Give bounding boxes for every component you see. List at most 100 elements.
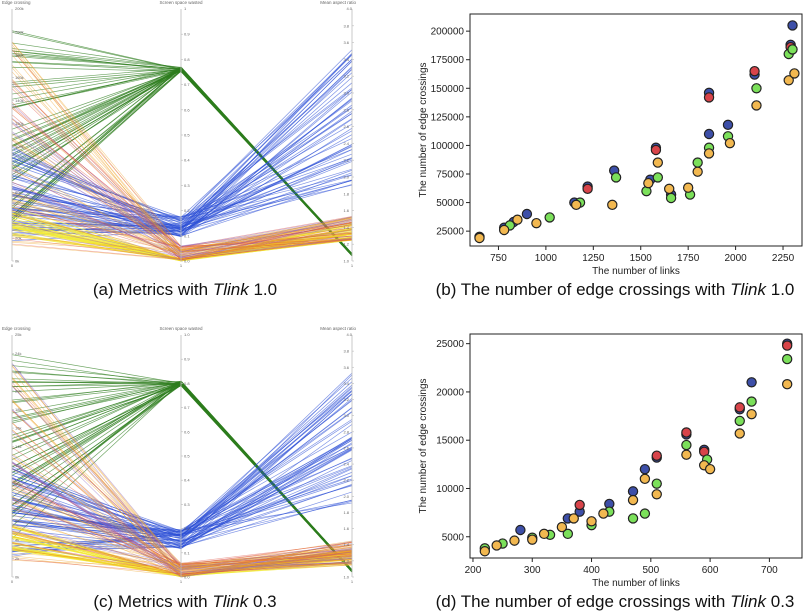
axis-tick-label: 0.5 xyxy=(184,133,190,138)
axis-tick-label: 3.0 xyxy=(343,91,349,96)
axis-tick-label: 0.7 xyxy=(184,405,190,410)
data-point xyxy=(571,199,582,211)
axis-tick-label: 0.0 xyxy=(184,259,190,264)
axis-bottom-label: 1 xyxy=(351,263,354,268)
data-point xyxy=(749,65,760,77)
axis-tick-label: 2.0 xyxy=(343,494,349,499)
axis-tick-label: 0.7 xyxy=(184,82,190,87)
x-tick-label: 1250 xyxy=(582,253,605,264)
parallel-coordinates-chart-c: Edge crossing25k24k22k20k18k16k14k12k10k… xyxy=(2,326,356,584)
axis-tick-label: 0.4 xyxy=(184,158,190,163)
data-point xyxy=(568,513,579,524)
axis-tick-label: 0k xyxy=(15,259,19,264)
axis-tick-label: 0.1 xyxy=(184,550,190,555)
data-point xyxy=(652,172,664,183)
data-point xyxy=(639,463,651,475)
axis-tick-label: 8k xyxy=(15,500,19,505)
axis-tick-label: 12k xyxy=(15,463,21,468)
x-tick-label: 1500 xyxy=(630,253,653,264)
axis-top-value: 4.0 xyxy=(346,6,352,11)
axis-tick-label: 1.6 xyxy=(343,208,349,213)
caption-c-text: (c) Metrics with xyxy=(93,592,213,611)
axis-top-value: 200k xyxy=(15,6,24,11)
data-point xyxy=(479,546,491,557)
axis-title: Edge crossing xyxy=(2,0,31,5)
data-point xyxy=(789,68,800,79)
x-tick-label: 200 xyxy=(465,565,482,576)
x-tick-label: 300 xyxy=(524,565,541,576)
axis-tick-label: 1.4 xyxy=(343,225,349,230)
caption-b-text: (b) The number of edge crossings with xyxy=(435,280,731,299)
y-tick-label: 20000 xyxy=(436,387,464,398)
x-tick-label: 500 xyxy=(642,565,659,576)
data-point xyxy=(509,535,520,546)
y-tick-label: 150000 xyxy=(431,84,465,95)
axis-tick-label: 22k xyxy=(15,370,21,375)
data-point xyxy=(681,449,692,460)
caption-b-italic: Tlink xyxy=(730,280,767,299)
axis-tick-label: 0.9 xyxy=(184,357,190,362)
parallel-coordinates-chart-a: Edge crossing200k200k180k160k140k120k100… xyxy=(2,0,356,268)
x-tick-label: 400 xyxy=(583,565,600,576)
data-point xyxy=(787,44,798,55)
axis-bottom-label: 1 xyxy=(180,263,183,268)
axis-title: Mean aspect ratio xyxy=(320,0,356,5)
data-point xyxy=(607,199,618,211)
data-point xyxy=(531,217,542,229)
data-point xyxy=(724,137,736,149)
axis-top-value: 1 xyxy=(184,6,187,11)
axis-tick-label: 0.9 xyxy=(184,32,190,37)
data-point xyxy=(665,192,677,204)
data-point xyxy=(681,439,692,451)
x-tick-label: 700 xyxy=(761,565,778,576)
axis-tick-label: 1.0 xyxy=(343,259,349,264)
axis-tick-label: 100k xyxy=(15,144,24,149)
y-tick-label: 15000 xyxy=(436,436,464,447)
x-axis-label: The number of links xyxy=(592,266,680,277)
axis-bottom-label: 0 xyxy=(11,579,14,584)
x-tick-label: 2250 xyxy=(772,253,795,264)
axis-tick-label: 4k xyxy=(15,537,19,542)
polyline xyxy=(11,157,353,231)
caption-d-suffix: 0.3 xyxy=(766,592,795,611)
y-tick-label: 25000 xyxy=(436,227,464,238)
axis-tick-label: 0.4 xyxy=(184,478,190,483)
axis-bottom-label: 0 xyxy=(11,263,14,268)
data-point xyxy=(515,524,526,536)
polyline xyxy=(11,53,353,237)
axis-tick-label: 0.0 xyxy=(184,575,190,580)
data-point xyxy=(512,214,523,225)
axis-tick-label: 2.2 xyxy=(343,478,349,483)
axis-tick-label: 18k xyxy=(15,407,21,412)
axis-tick-label: 1.0 xyxy=(343,575,349,580)
axis-tick-label: 80k xyxy=(15,167,21,172)
axis-tick-label: 3.6 xyxy=(343,40,349,45)
axis-tick-label: 160k xyxy=(15,75,24,80)
axis-tick-label: 14k xyxy=(15,444,21,449)
data-point xyxy=(574,499,585,511)
axis-title: Edge crossing xyxy=(2,326,31,331)
data-point xyxy=(781,353,793,365)
y-tick-label: 175000 xyxy=(431,55,465,66)
caption-c: (c) Metrics with Tlink 0.3 xyxy=(0,592,370,612)
caption-d: (d) The number of edge crossings with Tl… xyxy=(420,592,810,612)
axis-top-value: 4.0 xyxy=(346,332,352,337)
caption-a-text: (a) Metrics with xyxy=(92,280,213,299)
x-tick-label: 600 xyxy=(702,565,719,576)
data-point xyxy=(781,379,793,390)
x-axis-label: The number of links xyxy=(592,578,680,589)
axis-tick-label: 3.2 xyxy=(343,74,349,79)
caption-c-italic: Tlink xyxy=(212,592,249,611)
scatter-chart-b: 750 1000 1250 1500 1750 2000 2250 25000 50000 750… xyxy=(418,13,803,277)
axis-tick-label: 3.2 xyxy=(343,397,349,402)
axis-tick-label: 1.2 xyxy=(343,558,349,563)
data-point xyxy=(652,157,664,168)
data-point xyxy=(746,396,757,407)
axis-tick-label: 2k xyxy=(15,556,19,561)
axis-bottom-label: 1 xyxy=(180,579,183,584)
axis-tick-label: 140k xyxy=(15,98,24,103)
data-point xyxy=(643,177,654,189)
data-point xyxy=(681,427,692,438)
axis-tick-label: 16k xyxy=(15,426,21,431)
axis-tick-label: 2.4 xyxy=(343,141,349,146)
